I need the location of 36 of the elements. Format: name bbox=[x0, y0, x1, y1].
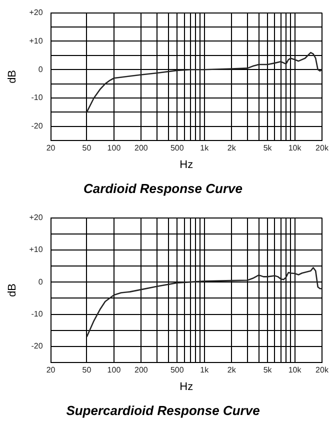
x-tick-label: 5k bbox=[263, 144, 273, 153]
x-tick-label: 200 bbox=[134, 366, 148, 375]
x-tick-label: 100 bbox=[107, 366, 122, 375]
x-tick-label: 500 bbox=[170, 144, 184, 153]
x-tick-label: 20 bbox=[46, 144, 56, 153]
y-tick-label: -20 bbox=[31, 342, 44, 351]
y-tick-label: +20 bbox=[29, 213, 44, 222]
y-tick-label: -10 bbox=[31, 310, 44, 319]
x-tick-label: 1k bbox=[200, 144, 210, 153]
x-tick-label: 2k bbox=[227, 144, 237, 153]
x-tick-label: 2k bbox=[227, 366, 237, 375]
y-tick-label: +10 bbox=[29, 245, 44, 254]
y-axis-title: dB bbox=[6, 70, 19, 84]
x-tick-label: 100 bbox=[107, 144, 122, 153]
y-tick-label: 0 bbox=[38, 64, 44, 74]
y-tick-label: +10 bbox=[29, 36, 44, 46]
x-tick-label: 50 bbox=[82, 144, 92, 153]
y-axis-title: dB bbox=[6, 283, 19, 297]
x-tick-label: 10k bbox=[288, 144, 302, 153]
x-tick-label: 50 bbox=[82, 366, 92, 375]
y-tick-label: -20 bbox=[31, 122, 44, 131]
x-axis-title: Hz bbox=[180, 380, 194, 393]
x-tick-label: 20k bbox=[316, 144, 330, 153]
y-tick-label: -10 bbox=[31, 93, 44, 102]
y-tick-label: 0 bbox=[38, 277, 44, 286]
x-tick-label: 500 bbox=[170, 366, 184, 375]
text: Supercardioid Response Curve bbox=[66, 402, 260, 418]
x-axis-title: Hz bbox=[180, 158, 194, 171]
x-tick-label: 10k bbox=[288, 366, 302, 375]
x-tick-label: 1k bbox=[200, 366, 210, 375]
x-tick-label: 5k bbox=[263, 366, 273, 375]
x-tick-label: 20k bbox=[316, 366, 330, 375]
text: Cardioid Response Curve bbox=[84, 180, 242, 196]
x-tick-label: 20 bbox=[46, 366, 56, 375]
x-tick-label: 200 bbox=[134, 144, 148, 153]
y-tick-label: +20 bbox=[29, 8, 44, 18]
